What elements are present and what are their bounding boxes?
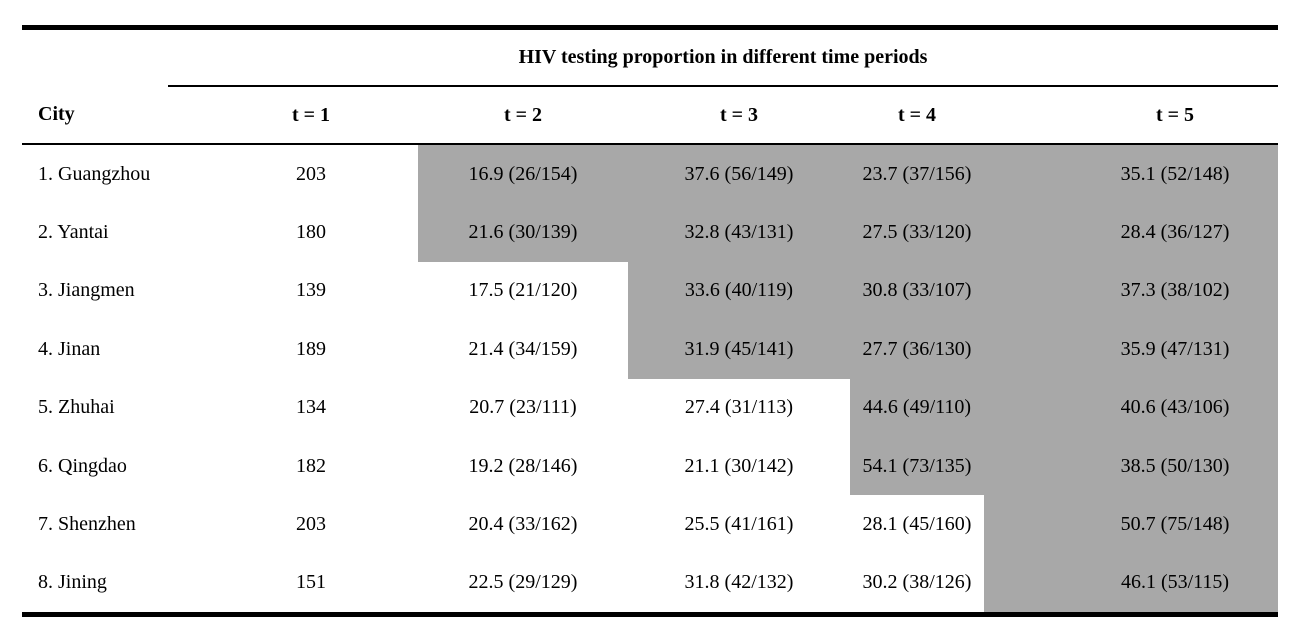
table-row: 1. Guangzhou 203 16.9 (26/154) 37.6 (56/… xyxy=(22,144,1279,204)
hiv-testing-table: HIV testing proportion in different time… xyxy=(22,25,1279,618)
value-cell: 203 xyxy=(296,513,326,536)
value-cell: 28.1 (45/160) xyxy=(862,513,972,536)
value-cell: 31.8 (42/132) xyxy=(684,571,794,594)
table-row: 3. Jiangmen 139 17.5 (21/120) 33.6 (40/1… xyxy=(22,261,1279,321)
table-row: 7. Shenzhen 203 20.4 (33/162) 25.5 (41/1… xyxy=(22,495,1279,554)
table-row: 6. Qingdao 182 19.2 (28/146) 21.1 (30/14… xyxy=(22,436,1279,496)
value-cell: 21.1 (30/142) xyxy=(684,454,794,477)
value-cell: 16.9 (26/154) xyxy=(418,144,628,204)
table-row: 8. Jining 151 22.5 (29/129) 31.8 (42/132… xyxy=(22,553,1279,615)
value-cell: 31.9 (45/141) xyxy=(628,320,850,379)
column-header-t1: t = 1 xyxy=(168,86,418,145)
table-row: 5. Zhuhai 134 20.7 (23/111) 27.4 (31/113… xyxy=(22,378,1279,437)
value-cell: 17.5 (21/120) xyxy=(468,279,578,302)
group-header-title: HIV testing proportion in different time… xyxy=(168,27,1279,87)
table-row: 4. Jinan 189 21.4 (34/159) 31.9 (45/141)… xyxy=(22,320,1279,379)
value-cell: 54.1 (73/135) xyxy=(850,436,984,496)
value-cell: 189 xyxy=(296,337,326,360)
value-cell: 30.2 (38/126) xyxy=(862,571,972,594)
value-cell: 27.7 (36/130) xyxy=(850,320,984,379)
value-cell: 180 xyxy=(296,221,326,244)
value-cell: 182 xyxy=(296,454,326,477)
table-row: 2. Yantai 180 21.6 (30/139) 32.8 (43/131… xyxy=(22,203,1279,262)
column-header-t5: t = 5 xyxy=(984,86,1279,145)
group-header-spacer xyxy=(22,28,168,87)
value-cell: 33.6 (40/119) xyxy=(628,261,850,321)
value-cell: 35.1 (52/148) xyxy=(984,144,1279,204)
column-header-row: City t = 1 t = 2 t = 3 t = 4 t = 5 xyxy=(22,86,1279,145)
city-cell: 4. Jinan xyxy=(38,337,101,360)
value-cell: 40.6 (43/106) xyxy=(984,378,1279,437)
value-cell: 20.7 (23/111) xyxy=(469,396,577,419)
value-cell: 139 xyxy=(296,279,326,302)
value-cell: 20.4 (33/162) xyxy=(468,513,578,536)
value-cell: 27.5 (33/120) xyxy=(850,203,984,262)
city-cell: 8. Jining xyxy=(38,571,107,594)
value-cell: 38.5 (50/130) xyxy=(984,436,1279,496)
value-cell: 30.8 (33/107) xyxy=(850,261,984,321)
city-cell: 2. Yantai xyxy=(38,221,109,244)
column-header-t4: t = 4 xyxy=(850,86,984,145)
column-header-t2: t = 2 xyxy=(418,86,628,145)
value-cell: 134 xyxy=(296,396,326,419)
value-cell: 32.8 (43/131) xyxy=(628,203,850,262)
value-cell: 21.6 (30/139) xyxy=(418,203,628,262)
value-cell: 50.7 (75/148) xyxy=(984,495,1279,554)
group-header-row: HIV testing proportion in different time… xyxy=(22,27,1279,87)
city-cell: 1. Guangzhou xyxy=(38,162,151,185)
value-cell: 22.5 (29/129) xyxy=(468,571,578,594)
city-cell: 7. Shenzhen xyxy=(38,513,136,536)
column-header-city: City xyxy=(22,86,168,145)
value-cell: 27.4 (31/113) xyxy=(684,396,794,419)
city-cell: 6. Qingdao xyxy=(38,454,127,477)
value-cell: 37.6 (56/149) xyxy=(628,144,850,204)
value-cell: 44.6 (49/110) xyxy=(850,378,984,437)
value-cell: 203 xyxy=(296,162,326,185)
value-cell: 46.1 (53/115) xyxy=(984,553,1279,615)
value-cell: 37.3 (38/102) xyxy=(984,261,1279,321)
value-cell: 23.7 (37/156) xyxy=(850,144,984,204)
value-cell: 151 xyxy=(296,571,326,594)
value-cell: 28.4 (36/127) xyxy=(984,203,1279,262)
value-cell: 19.2 (28/146) xyxy=(468,454,578,477)
column-header-t3: t = 3 xyxy=(628,86,850,145)
value-cell: 35.9 (47/131) xyxy=(984,320,1279,379)
city-cell: 5. Zhuhai xyxy=(38,396,115,419)
value-cell: 21.4 (34/159) xyxy=(468,337,578,360)
city-cell: 3. Jiangmen xyxy=(38,279,135,302)
value-cell: 25.5 (41/161) xyxy=(684,513,794,536)
